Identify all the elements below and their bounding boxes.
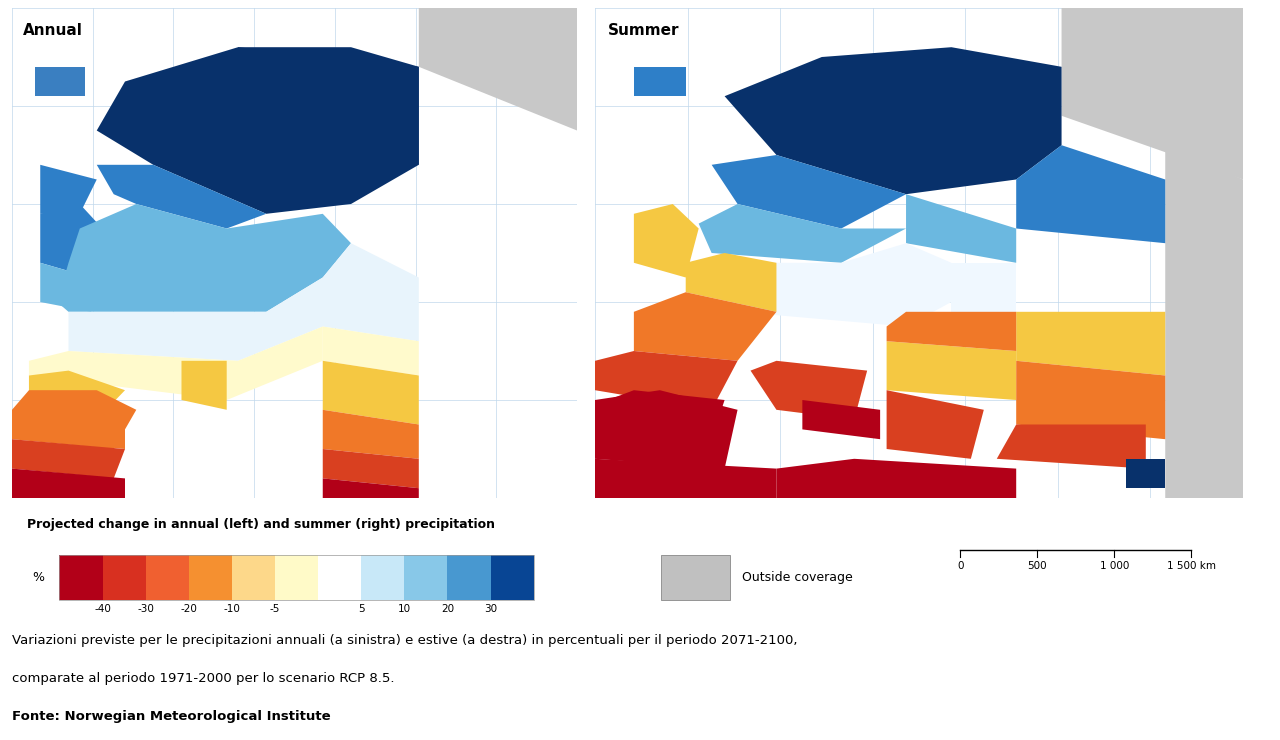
Bar <box>232 555 275 600</box>
Polygon shape <box>323 449 419 488</box>
Polygon shape <box>724 47 1061 194</box>
Text: 0: 0 <box>957 561 964 571</box>
Polygon shape <box>29 326 323 400</box>
Bar <box>404 555 448 600</box>
Polygon shape <box>58 204 351 312</box>
Polygon shape <box>97 165 266 229</box>
Text: Outside coverage: Outside coverage <box>742 571 852 584</box>
Polygon shape <box>238 47 419 165</box>
Bar <box>319 555 361 600</box>
Polygon shape <box>1016 145 1165 243</box>
Polygon shape <box>699 204 906 263</box>
Polygon shape <box>887 312 1016 351</box>
Polygon shape <box>803 400 881 440</box>
Polygon shape <box>1016 361 1165 440</box>
Polygon shape <box>777 459 1016 498</box>
Text: 30: 30 <box>484 605 497 614</box>
Polygon shape <box>712 155 906 229</box>
Polygon shape <box>69 278 351 361</box>
Polygon shape <box>906 194 1016 263</box>
Polygon shape <box>182 361 227 410</box>
Bar <box>102 555 146 600</box>
Polygon shape <box>595 390 737 468</box>
Polygon shape <box>595 459 777 498</box>
Text: Annual: Annual <box>23 23 83 38</box>
Polygon shape <box>40 263 91 312</box>
Polygon shape <box>608 390 724 440</box>
Polygon shape <box>29 400 125 449</box>
Polygon shape <box>1126 459 1165 488</box>
Bar <box>660 555 730 600</box>
Polygon shape <box>887 390 984 459</box>
Polygon shape <box>634 292 777 361</box>
Polygon shape <box>12 440 125 478</box>
Polygon shape <box>951 263 1016 312</box>
Polygon shape <box>595 351 737 410</box>
Polygon shape <box>887 341 1016 400</box>
Text: 5: 5 <box>358 605 365 614</box>
Polygon shape <box>323 478 419 498</box>
Text: 1 500 km: 1 500 km <box>1167 561 1216 571</box>
Polygon shape <box>724 243 951 326</box>
Bar <box>188 555 232 600</box>
Polygon shape <box>12 468 125 498</box>
Polygon shape <box>686 253 777 312</box>
Polygon shape <box>419 8 577 130</box>
Text: 1 000: 1 000 <box>1100 561 1129 571</box>
Text: Summer: Summer <box>608 23 680 38</box>
Bar <box>361 555 404 600</box>
Polygon shape <box>997 425 1146 468</box>
Polygon shape <box>323 361 419 425</box>
Polygon shape <box>1016 312 1165 375</box>
Text: -30: -30 <box>137 605 154 614</box>
Polygon shape <box>35 67 86 96</box>
Bar <box>59 555 534 600</box>
Bar <box>146 555 188 600</box>
Polygon shape <box>1165 145 1243 498</box>
Polygon shape <box>97 47 419 214</box>
Polygon shape <box>40 165 97 214</box>
Text: 20: 20 <box>440 605 454 614</box>
Bar <box>448 555 490 600</box>
Text: -40: -40 <box>95 605 111 614</box>
Text: 500: 500 <box>1028 561 1047 571</box>
Bar <box>59 555 102 600</box>
Text: -20: -20 <box>180 605 197 614</box>
Polygon shape <box>12 390 136 449</box>
Polygon shape <box>323 326 419 375</box>
Polygon shape <box>750 361 867 420</box>
Polygon shape <box>323 243 419 341</box>
Polygon shape <box>40 204 102 278</box>
Text: Projected change in annual (left) and summer (right) precipitation: Projected change in annual (left) and su… <box>27 518 495 531</box>
Polygon shape <box>634 67 686 96</box>
Text: comparate al periodo 1971-2000 per lo scenario RCP 8.5.: comparate al periodo 1971-2000 per lo sc… <box>12 672 394 685</box>
Polygon shape <box>323 410 419 459</box>
Bar <box>275 555 319 600</box>
Text: -10: -10 <box>224 605 241 614</box>
Text: 10: 10 <box>398 605 411 614</box>
Text: Fonte: Norwegian Meteorological Institute: Fonte: Norwegian Meteorological Institut… <box>12 710 330 723</box>
Text: -5: -5 <box>270 605 280 614</box>
Text: Variazioni previste per le precipitazioni annuali (a sinistra) e estive (a destr: Variazioni previste per le precipitazion… <box>12 633 797 647</box>
Text: %: % <box>32 571 45 584</box>
Bar <box>490 555 534 600</box>
Polygon shape <box>29 371 125 420</box>
Polygon shape <box>1061 8 1243 180</box>
Polygon shape <box>634 204 699 278</box>
